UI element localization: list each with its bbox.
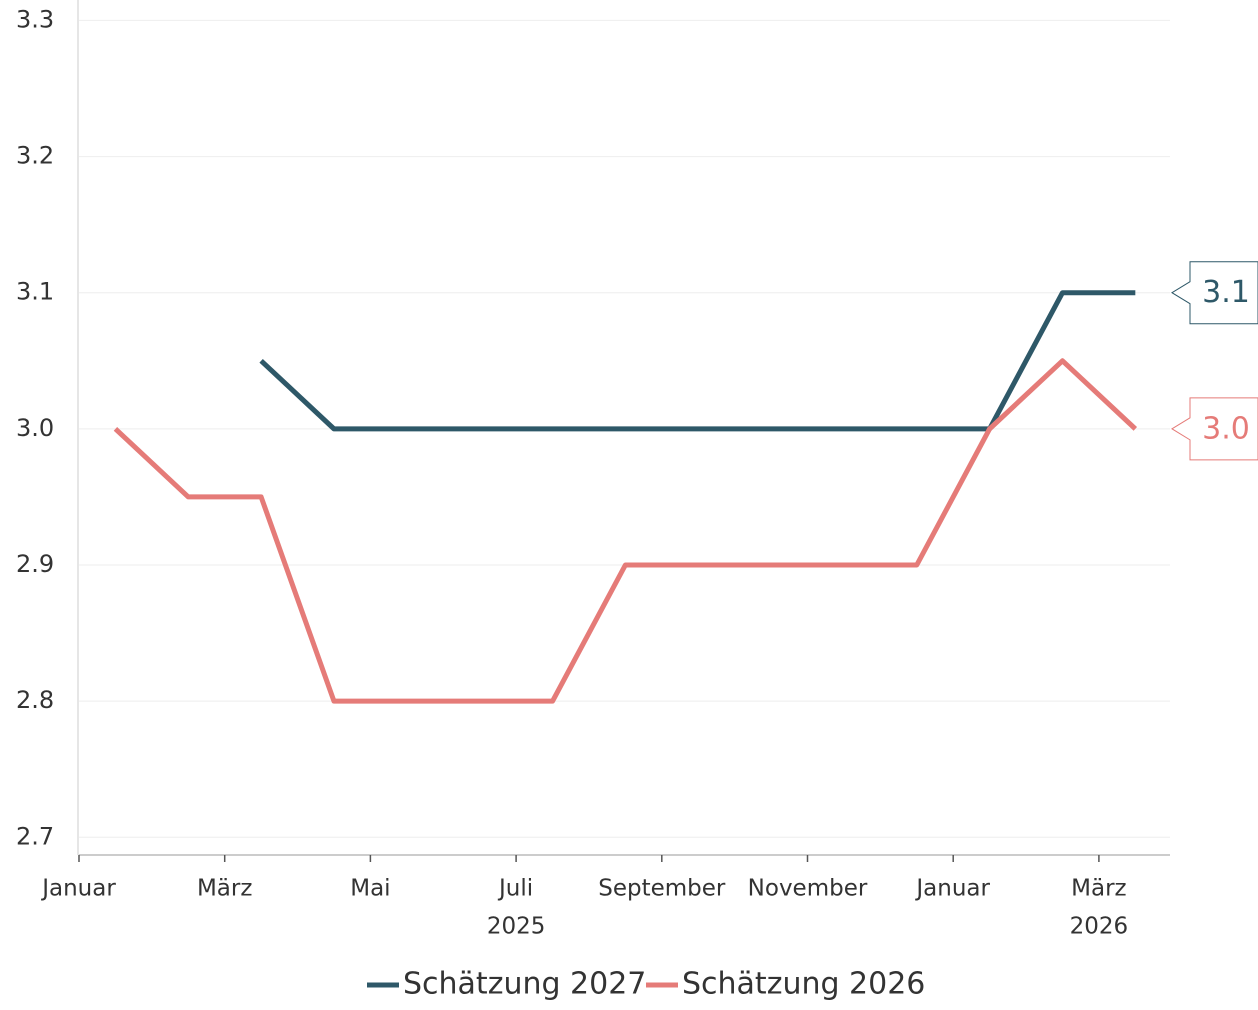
x-tick-label: Januar bbox=[914, 876, 990, 902]
x-tick-label: Januar bbox=[40, 876, 116, 902]
x-tick-label: November bbox=[748, 876, 868, 902]
x-year-label: 2025 bbox=[487, 914, 546, 940]
x-tick-label: März bbox=[1071, 876, 1126, 902]
legend-label: Schätzung 2027 bbox=[403, 967, 646, 1002]
end-label: 3.0 bbox=[1202, 411, 1250, 446]
legend-label: Schätzung 2026 bbox=[682, 967, 925, 1002]
y-tick-label: 2.8 bbox=[16, 686, 54, 714]
end-label-box bbox=[1171, 261, 1258, 325]
x-year-label: 2026 bbox=[1070, 914, 1129, 940]
x-tick-label: Juli bbox=[497, 876, 533, 902]
line-series bbox=[113, 358, 1138, 704]
y-tick-label: 2.7 bbox=[16, 822, 54, 850]
x-tick-label: März bbox=[197, 876, 252, 902]
y-tick-label: 2.9 bbox=[16, 550, 54, 578]
end-label: 3.1 bbox=[1202, 275, 1250, 310]
y-tick-label: 3.1 bbox=[16, 278, 54, 306]
end-label-box bbox=[1171, 397, 1258, 461]
line-series bbox=[259, 290, 1136, 432]
x-tick-label: Mai bbox=[350, 876, 390, 902]
y-tick-label: 3.0 bbox=[16, 414, 54, 442]
x-tick-label: September bbox=[598, 876, 726, 902]
y-tick-label: 3.2 bbox=[16, 142, 54, 170]
y-tick-label: 3.3 bbox=[16, 5, 54, 33]
